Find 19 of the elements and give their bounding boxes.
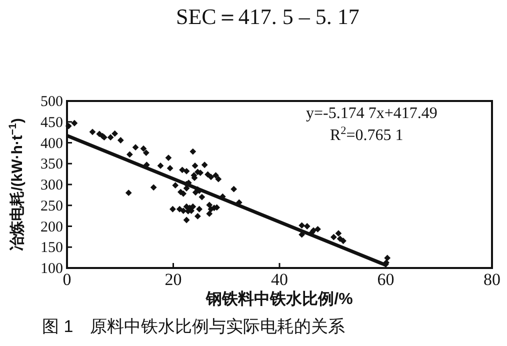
annotation: y=-5.174 7x+417.49	[306, 105, 438, 122]
y-tick-label: 150	[40, 240, 63, 256]
x-tick-label: 80	[484, 270, 500, 289]
x-axis-title: 钢铁料中铁水比例/%	[205, 290, 353, 308]
y-tick-label: 100	[40, 261, 63, 277]
x-tick-label: 20	[164, 270, 182, 289]
y-tick-label: 300	[40, 178, 63, 194]
y-tick-label: 400	[40, 136, 63, 152]
y-tick-label: 250	[40, 198, 63, 214]
x-tick-label: 40	[271, 270, 288, 289]
y-tick-label: 500	[40, 94, 63, 110]
x-tick-label: 60	[377, 270, 394, 289]
caption: 图 1 原料中铁水比例与实际电耗的关系	[42, 317, 346, 336]
text: SEC＝417. 5 – 5. 17	[176, 4, 360, 29]
y-tick-label: 450	[40, 114, 63, 131]
annotation: R$^{2}$=0.765 1	[330, 125, 404, 144]
y-tick-label: 350	[40, 156, 63, 173]
y-tick-label: 200	[40, 219, 63, 236]
x-tick-label: 0	[62, 270, 72, 289]
